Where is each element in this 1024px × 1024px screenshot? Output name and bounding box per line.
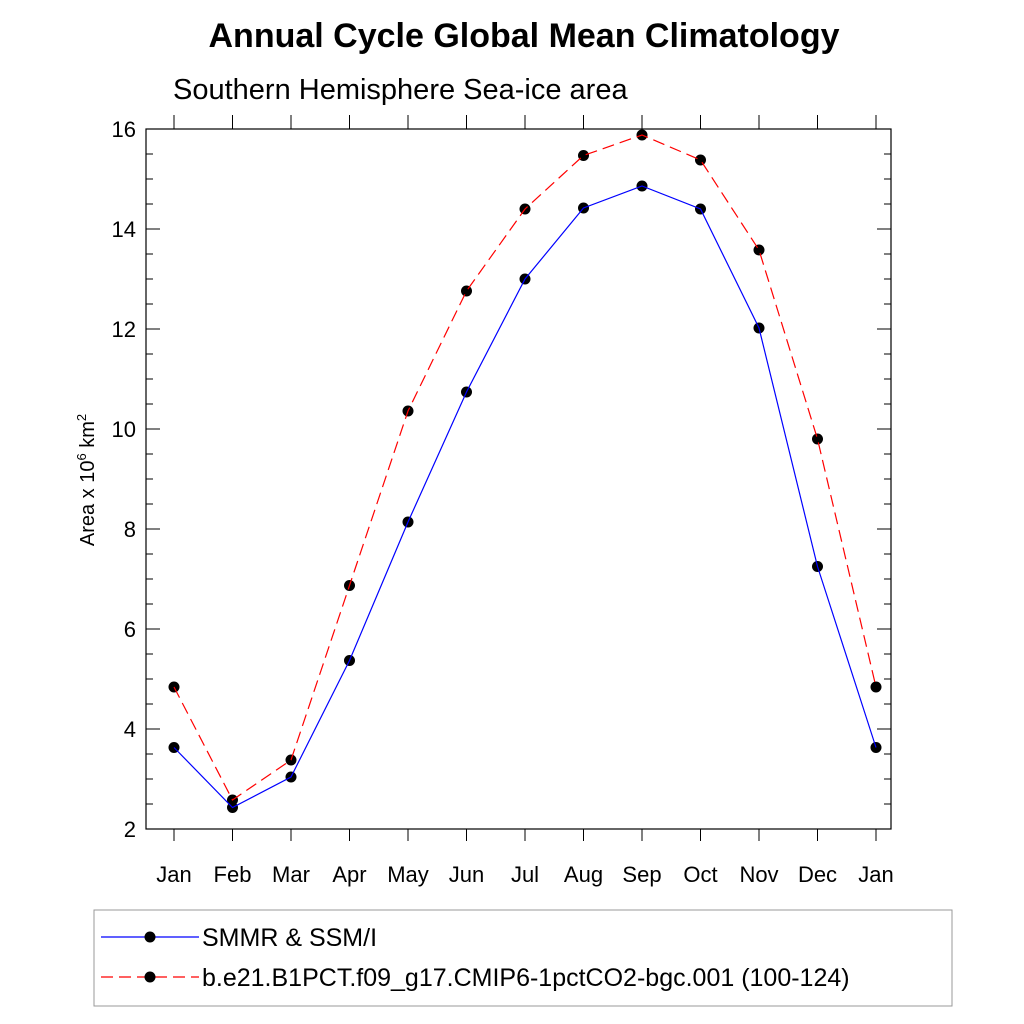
series-line-0	[173, 185, 877, 809]
series-line-1	[173, 134, 877, 801]
x-tick-label: Feb	[214, 862, 252, 887]
y-axis-label: Area x 106 km2	[74, 414, 99, 546]
legend: SMMR & SSM/I b.e21.B1PCT.f09_g17.CMIP6-1p…	[101, 924, 850, 992]
legend-label-0: SMMR & SSM/I	[202, 924, 377, 952]
x-tick-label: Apr	[332, 862, 366, 887]
y-axis-label-exp1: 6	[74, 453, 89, 460]
y-tick-label: 12	[112, 317, 136, 342]
legend-marker-1	[144, 971, 156, 983]
y-axis-label-prefix: Area x 10	[77, 461, 99, 547]
x-tick-label: Oct	[683, 862, 717, 887]
y-tick-label: 4	[124, 717, 136, 742]
y-axis-label-exp2: 2	[74, 414, 89, 421]
data-point-series-1	[753, 244, 765, 256]
y-tick-label: 2	[124, 817, 136, 842]
x-tick-label: Jan	[858, 862, 893, 887]
x-tick-label: Mar	[272, 862, 310, 887]
y-tick-label: 6	[124, 617, 136, 642]
x-tick-label: Dec	[798, 862, 837, 887]
axis-ticks	[146, 115, 891, 841]
data-point-series-1	[870, 681, 882, 693]
chart-subtitle: Southern Hemisphere Sea-ice area	[173, 74, 628, 106]
x-tick-label: Nov	[739, 862, 778, 887]
data-point-series-1	[812, 433, 823, 445]
data-point-series-1	[695, 154, 706, 166]
x-tick-label: Sep	[622, 862, 661, 887]
x-tick-label: Jan	[156, 862, 191, 887]
series-layer	[168, 129, 882, 813]
y-axis-label-mid: km	[77, 421, 99, 453]
y-tick-label: 14	[112, 217, 136, 242]
legend-label-1: b.e21.B1PCT.f09_g17.CMIP6-1pctCO2-bgc.00…	[202, 964, 850, 992]
plot-frame	[145, 128, 892, 830]
x-tick-label: Jul	[511, 862, 539, 887]
legend-box	[93, 909, 953, 1007]
markers-layer	[168, 129, 882, 813]
x-tick-label: May	[387, 862, 429, 887]
y-tick-label: 16	[112, 117, 136, 142]
y-tick-label: 8	[124, 517, 136, 542]
axis-tick-labels: Jan Feb Mar Apr May Jun Jul Aug Sep Oct Nov Dec Jan 2…	[112, 117, 894, 887]
x-tick-label: Aug	[564, 862, 603, 887]
x-tick-label: Jun	[449, 862, 484, 887]
chart-title: Annual Cycle Global Mean Climatology	[209, 17, 840, 55]
data-point-series-1	[461, 285, 472, 297]
legend-marker-0	[144, 931, 156, 943]
y-tick-label: 10	[112, 417, 136, 442]
